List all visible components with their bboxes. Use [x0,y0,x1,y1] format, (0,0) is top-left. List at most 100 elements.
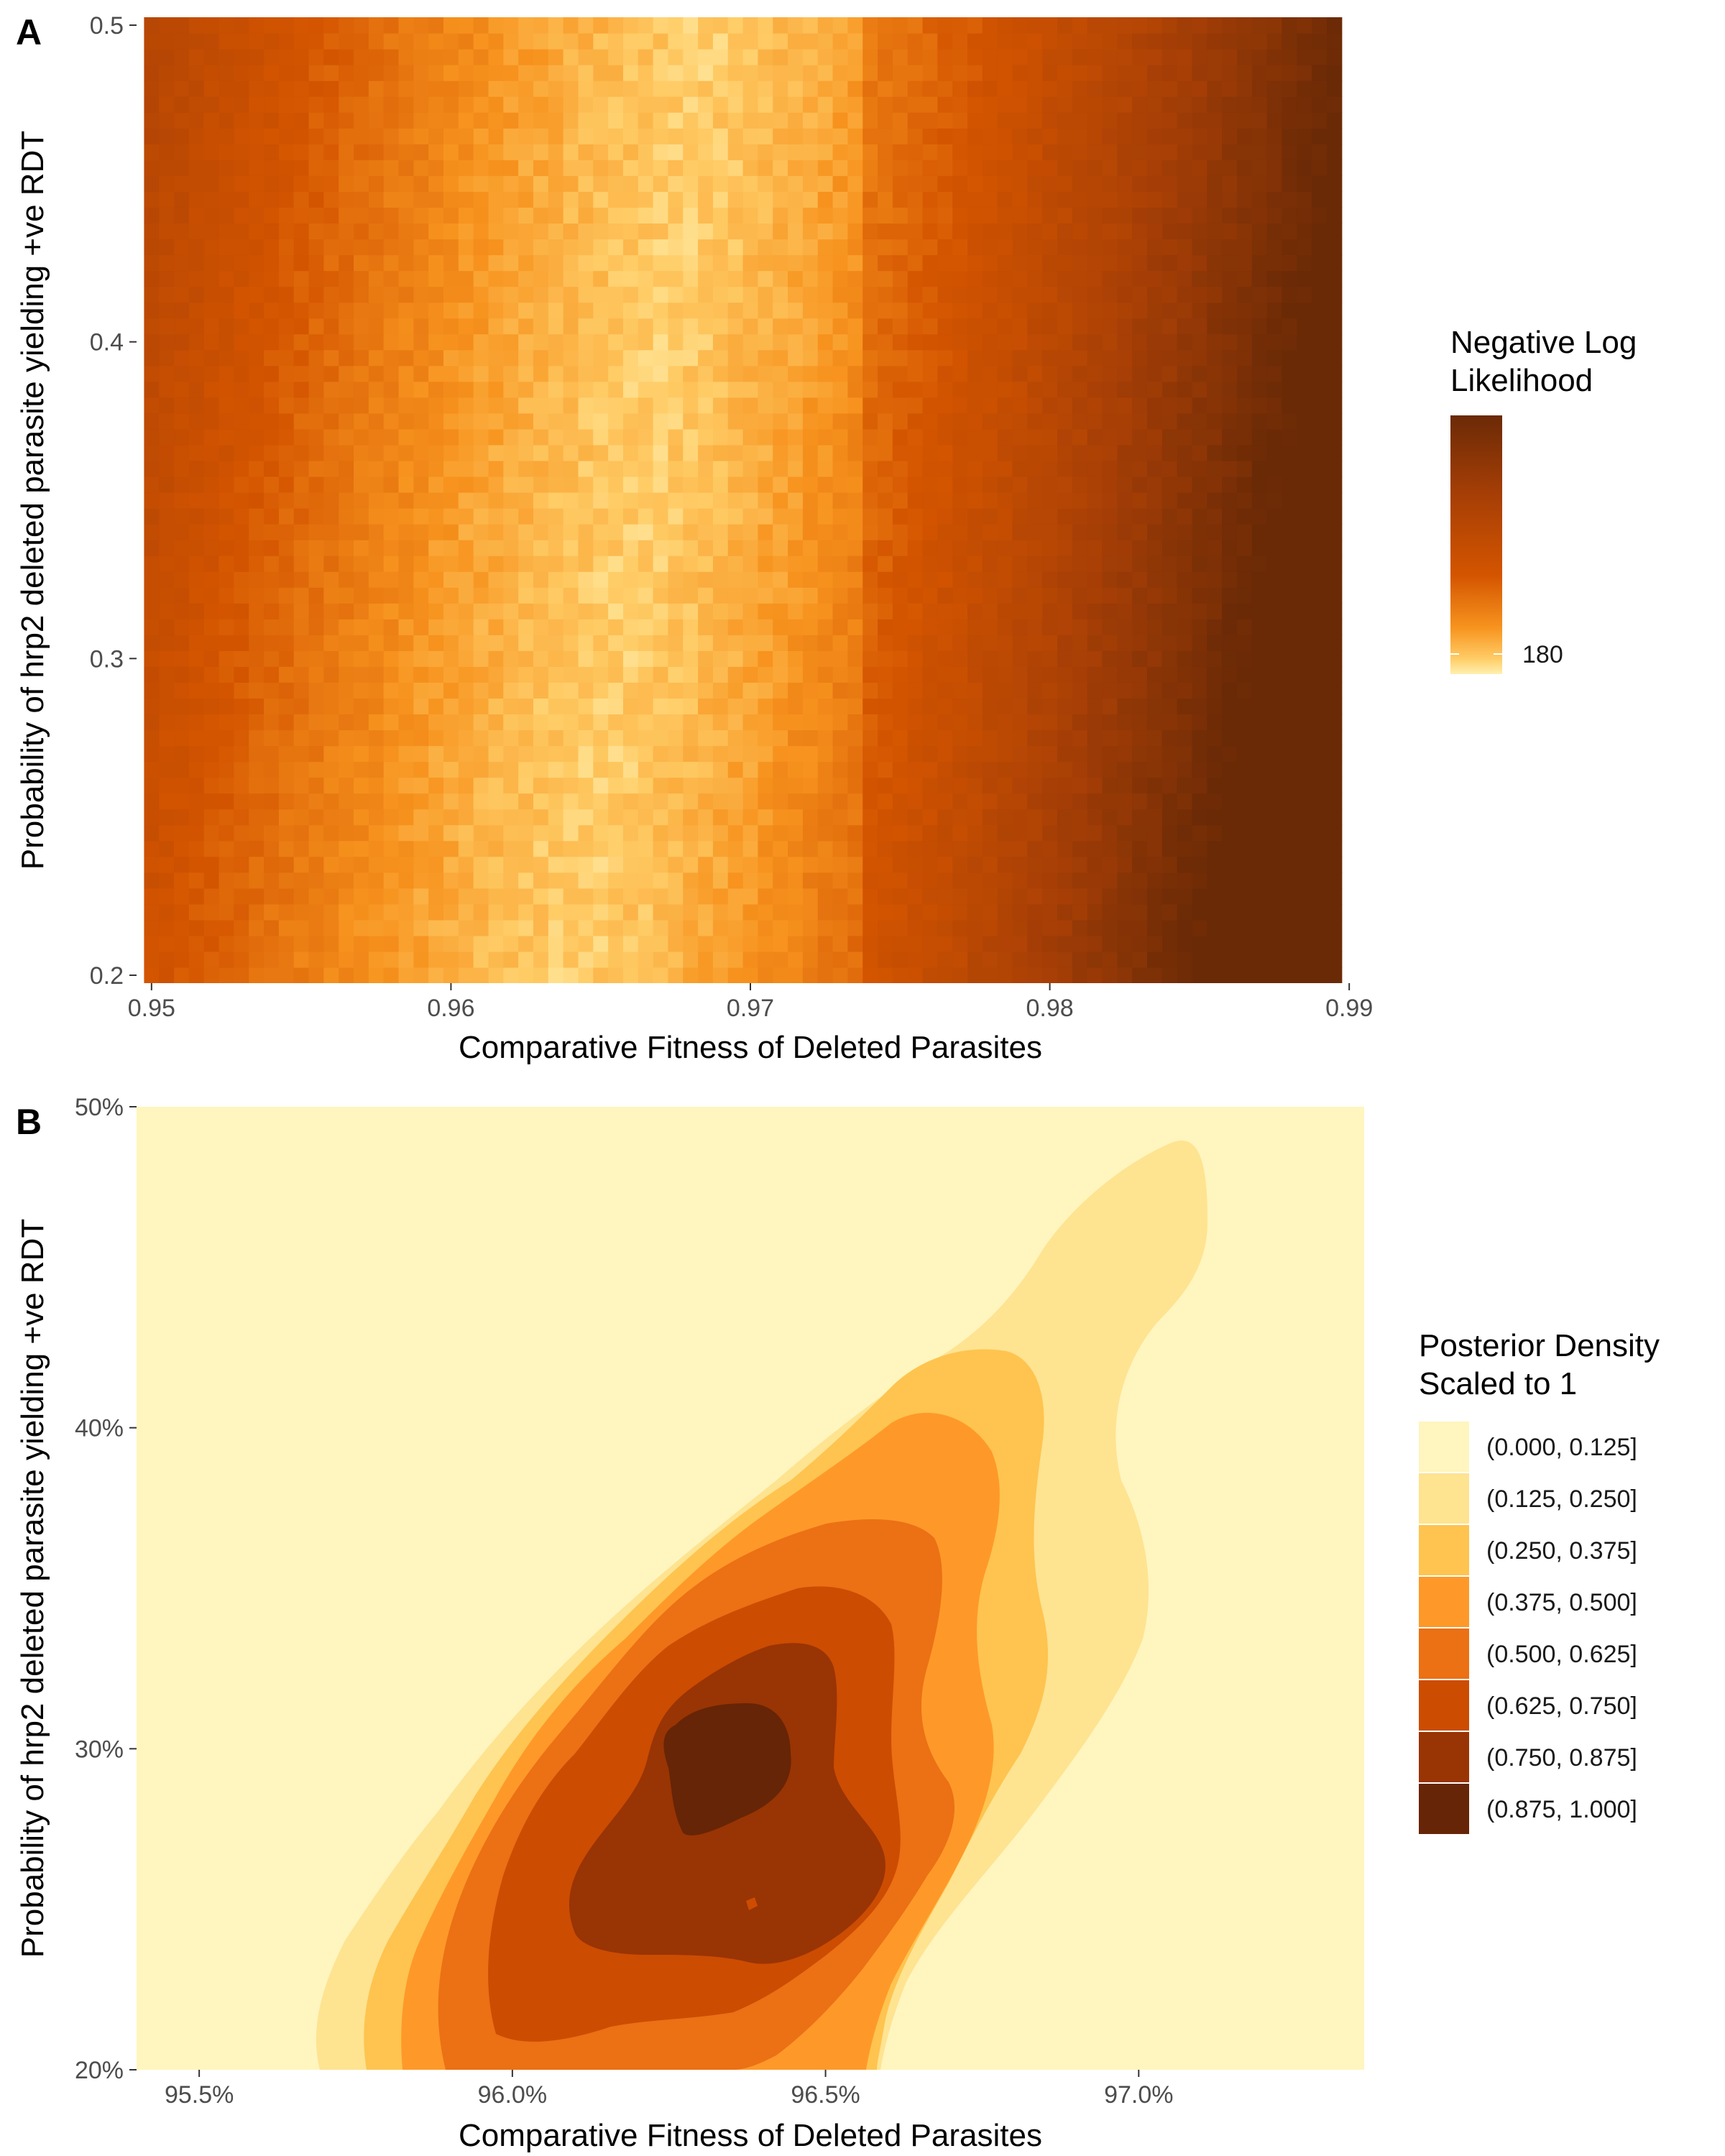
heatmap-cell [1146,428,1163,446]
heatmap-cell [832,318,848,335]
heatmap-cell [578,239,594,256]
heatmap-cell [622,666,639,683]
heatmap-cell [383,128,400,144]
heatmap-cell [622,888,639,905]
heatmap-cell [1102,951,1118,968]
heatmap-cell [862,191,878,208]
heatmap-cell [234,635,249,651]
heatmap-cell [218,714,234,731]
heatmap-cell [578,49,594,65]
heatmap-cell [638,888,654,905]
heatmap-cell [188,935,205,952]
heatmap-cell [1266,872,1283,889]
heatmap-cell [144,872,160,889]
heatmap-cell [742,381,759,398]
heatmap-cell [234,840,249,857]
heatmap-cell [264,65,280,81]
heatmap-cell [1132,365,1148,382]
heatmap-cell [323,919,339,936]
heatmap-cell [1146,571,1163,588]
heatmap-cell [878,682,893,699]
heatmap-cell [593,603,609,619]
heatmap-cell [817,840,834,857]
heatmap-cell [1207,239,1223,256]
heatmap-cell [1326,33,1343,50]
heatmap-cell [473,650,489,667]
heatmap-cell [1162,207,1178,224]
heatmap-cell [308,635,324,651]
heatmap-cell [578,333,594,351]
heatmap-cell [952,365,968,382]
heatmap-cell [997,492,1013,509]
heatmap-cell [653,540,669,556]
heatmap-cell [1297,951,1312,968]
heatmap-cell [563,349,579,367]
heatmap-cell [712,729,729,747]
heatmap-cell [563,872,579,889]
heatmap-cell [1117,302,1133,319]
heatmap-cell [1192,128,1208,144]
heatmap-cell [1266,207,1283,224]
heatmap-cell [1282,413,1297,430]
heatmap-cell [1222,556,1238,572]
legend-label-a-180: 180 [1522,641,1563,668]
heatmap-cell [982,302,998,319]
heatmap-cell [473,745,489,763]
heatmap-cell [952,682,968,699]
heatmap-cell [742,49,759,65]
heatmap-cell [188,635,205,651]
heatmap-cell [533,935,549,952]
heatmap-cell [518,428,534,446]
heatmap-cell [518,729,534,747]
heatmap-cell [578,270,594,287]
heatmap-cell [1042,872,1058,889]
heatmap-cell [1012,840,1028,857]
heatmap-cell [473,903,489,921]
heatmap-cell [488,745,504,763]
heatmap-cell [293,777,310,794]
heatmap-cell [1072,286,1088,303]
heatmap-cell [398,160,414,176]
heatmap-cell [1057,413,1073,430]
heatmap-cell [383,96,400,113]
heatmap-cell [1207,808,1223,826]
heatmap-cell [174,793,190,810]
heatmap-cell [398,571,414,588]
heatmap-cell [428,460,444,477]
heatmap-cell [727,524,744,540]
heatmap-cell [1162,65,1178,81]
heatmap-cell [802,381,819,398]
heatmap-cell [1266,903,1283,921]
heatmap-cell [1282,397,1297,414]
heatmap-cell [1057,349,1073,367]
heatmap-cell [1222,96,1238,113]
heatmap-cell [622,492,639,509]
heatmap-cell [458,397,474,414]
heatmap-cell [458,80,474,97]
y-tick-label-b: 20% [75,2057,124,2084]
heatmap-cell [1087,650,1103,667]
heatmap-cell [922,666,938,683]
heatmap-cell [847,428,863,446]
heatmap-cell [608,365,624,382]
heatmap-cell [443,270,459,287]
heatmap-cell [802,128,819,144]
heatmap-cell [937,698,953,715]
heatmap-cell [608,397,624,414]
heatmap-cell [668,413,684,430]
heatmap-cell [1162,619,1178,635]
heatmap-cell [1072,587,1088,604]
heatmap-cell [533,286,549,303]
heatmap-cell [533,808,549,826]
heatmap-cell [1117,729,1133,747]
heatmap-cell [174,635,190,651]
heatmap-cell [1177,856,1193,873]
heatmap-cell [997,112,1013,129]
heatmap-cell [1102,556,1118,572]
heatmap-cell [383,33,400,50]
heatmap-cell [847,33,863,50]
heatmap-cell [443,397,459,414]
heatmap-cell [1222,587,1238,604]
heatmap-cell [533,49,549,65]
heatmap-cell [802,808,819,826]
